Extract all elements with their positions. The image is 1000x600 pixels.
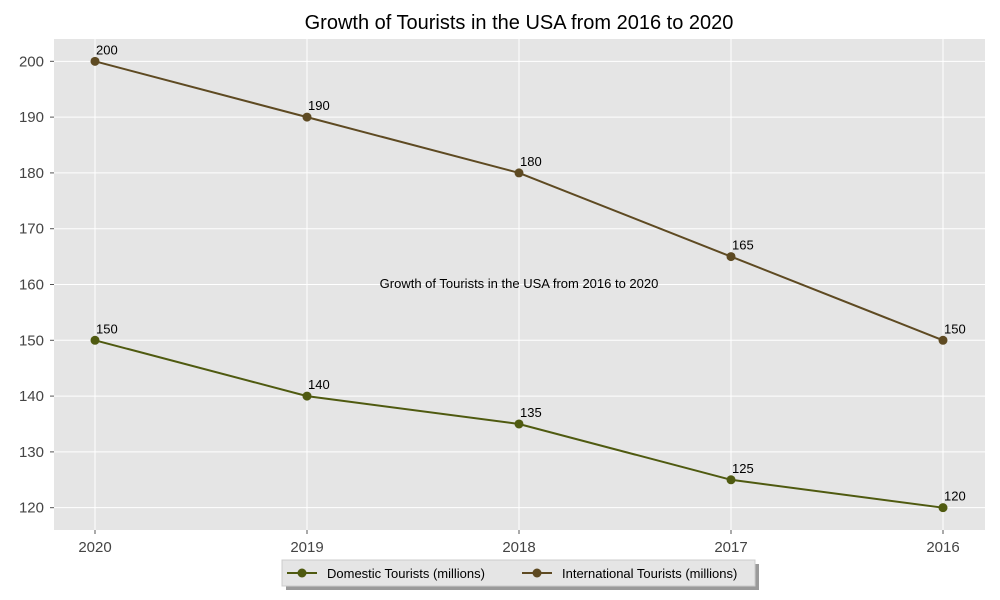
data-point — [938, 335, 948, 345]
data-label: 150 — [944, 321, 966, 336]
data-label: 180 — [520, 154, 542, 169]
data-label: 140 — [308, 377, 330, 392]
x-tick-label: 2019 — [290, 539, 323, 556]
series-international: 200 190 180 165 150 — [90, 42, 966, 345]
data-point — [726, 475, 736, 485]
x-tick-label: 2020 — [78, 539, 111, 556]
data-point — [938, 503, 948, 513]
legend-item: International Tourists (millions) — [522, 566, 737, 581]
data-point — [726, 252, 736, 262]
data-label: 125 — [732, 461, 754, 476]
x-tick-label: 2018 — [502, 539, 535, 556]
x-axis-ticks: 2020 2019 2018 2017 2016 — [78, 530, 960, 556]
y-tick-label: 140 — [19, 388, 44, 405]
grid-lines — [54, 39, 985, 530]
y-tick-label: 200 — [19, 53, 44, 70]
data-label: 165 — [732, 238, 754, 253]
legend-item: Domestic Tourists (millions) — [287, 566, 485, 581]
legend: Domestic Tourists (millions) Internationa… — [281, 559, 759, 590]
data-point — [302, 112, 312, 122]
x-tick-label: 2016 — [926, 539, 959, 556]
x-tick-label: 2017 — [714, 539, 747, 556]
y-tick-label: 180 — [19, 165, 44, 182]
y-tick-label: 150 — [19, 332, 44, 349]
data-point — [514, 419, 524, 429]
data-label: 120 — [944, 489, 966, 504]
data-point — [90, 335, 100, 345]
data-label: 190 — [308, 98, 330, 113]
y-tick-label: 120 — [19, 500, 44, 517]
legend-box — [281, 559, 756, 587]
legend-label: Domestic Tourists (millions) — [327, 566, 485, 581]
y-tick-label: 130 — [19, 444, 44, 461]
chart-title: Growth of Tourists in the USA from 2016 … — [305, 12, 734, 34]
series-domestic: 150 140 135 125 120 — [90, 321, 966, 513]
legend-marker — [297, 568, 307, 578]
y-tick-label: 190 — [19, 109, 44, 126]
legend-marker — [532, 568, 542, 578]
data-label: 135 — [520, 405, 542, 420]
legend-label: International Tourists (millions) — [562, 566, 737, 581]
data-point — [90, 56, 100, 66]
y-tick-label: 160 — [19, 277, 44, 294]
data-label: 150 — [96, 321, 118, 336]
data-point — [302, 391, 312, 401]
chart-annotation: Growth of Tourists in the USA from 2016 … — [380, 276, 659, 291]
y-tick-label: 170 — [19, 221, 44, 238]
y-axis-ticks: 120 130 140 150 160 170 180 190 200 — [19, 53, 54, 517]
data-point — [514, 168, 524, 178]
data-label: 200 — [96, 42, 118, 57]
series-layer: 150 140 135 125 120 200 190 180 165 150 — [90, 42, 966, 513]
